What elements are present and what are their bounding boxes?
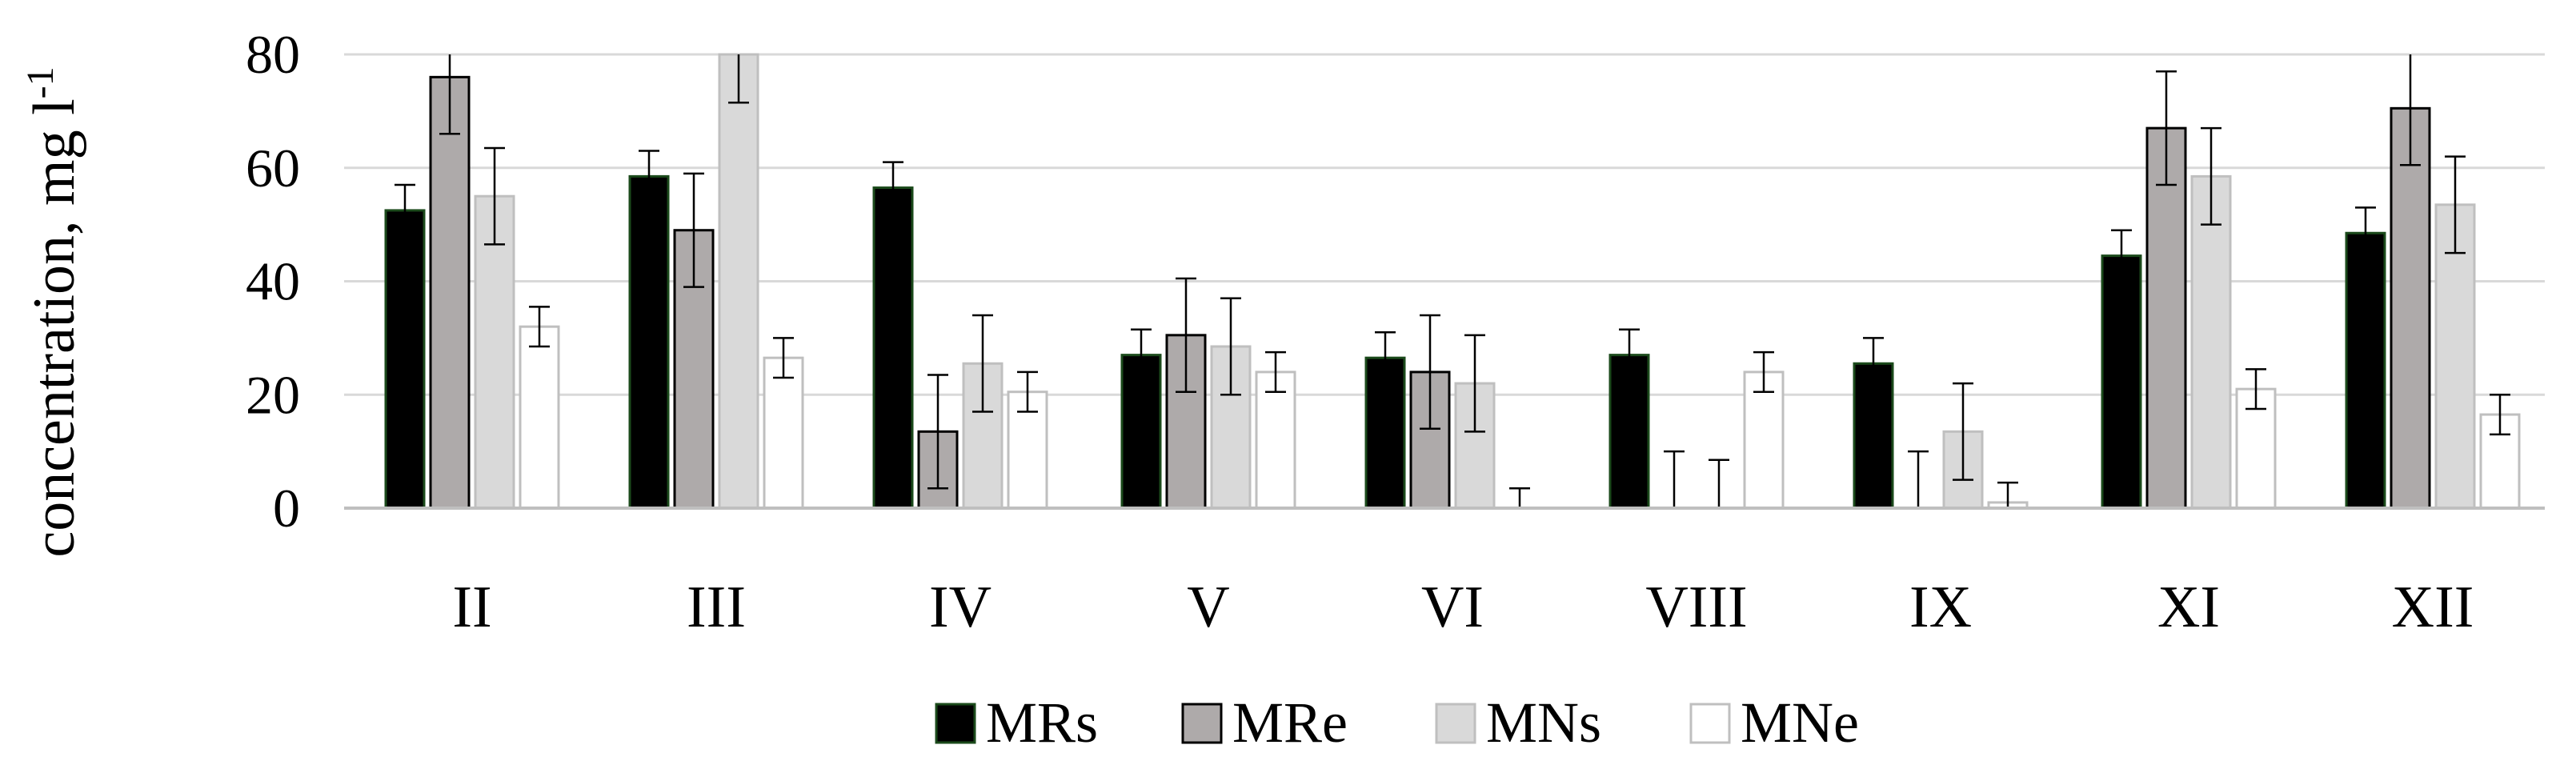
x-tick-label-II: II (452, 575, 491, 640)
x-tick-label-V: V (1187, 575, 1229, 640)
error-bar-MRe-VIII (1664, 450, 1685, 508)
y-tick-label-40: 40 (246, 251, 300, 312)
bar-MNe-II (519, 325, 560, 510)
legend-label-MNs: MNs (1486, 691, 1601, 755)
error-bar-MRs-IV (883, 161, 903, 214)
bar-MNe-V (1255, 370, 1296, 510)
legend-label-MNe: MNe (1741, 691, 1859, 755)
error-bar-MRe-V (1176, 277, 1196, 393)
y-tick-label-80: 80 (246, 24, 300, 85)
bar-MRe-XII (2390, 106, 2431, 510)
error-bar-MNs-VI (1464, 334, 1485, 433)
y-tick-label-0: 0 (273, 478, 300, 539)
bar-MRs-XII (2345, 231, 2386, 510)
error-bar-MNe-IX (1997, 481, 2018, 508)
legend-swatch-MNe (1689, 703, 1731, 744)
error-bar-MRe-III (683, 172, 704, 288)
x-tick-label-XII: XII (2392, 575, 2474, 640)
legend-label-MRe: MRe (1232, 691, 1348, 755)
error-bar-MRe-IX (1908, 450, 1929, 508)
x-tick-label-VIII: VIII (1645, 575, 1747, 640)
y-axis-ticks: 0 20 40 60 80 (246, 24, 300, 539)
error-bar-MRs-IX (1863, 337, 1884, 391)
legend-item-MNs: MNs (1435, 691, 1601, 755)
error-bar-MNs-XII (2445, 155, 2466, 254)
error-bar-MNs-V (1220, 297, 1241, 396)
error-bar-MRs-VI (1375, 331, 1396, 385)
x-tick-label-XI: XI (2157, 575, 2220, 640)
legend-item-MRe: MRe (1181, 691, 1348, 755)
bar-MNs-III (718, 53, 759, 510)
y-axis-label-superscript: -1 (19, 66, 62, 98)
y-axis-label-group: concentration, mg l-1 (19, 66, 87, 557)
bar-MRe-II (429, 75, 471, 510)
error-bar-MRe-VI (1420, 314, 1440, 431)
error-bar-MNe-XI (2245, 368, 2266, 411)
legend-item-MRs: MRs (935, 691, 1098, 755)
error-bar-MNs-II (484, 146, 505, 246)
x-tick-label-IX: IX (1909, 575, 1972, 640)
error-bar-MNs-IV (972, 314, 993, 413)
y-axis-label-main: concentration, mg l (22, 98, 87, 557)
error-bar-MNs-VIII (1709, 459, 1729, 508)
error-bar-MNe-VI (1509, 487, 1530, 508)
error-bars (395, 54, 2510, 508)
error-bar-MRe-XII (2400, 54, 2421, 166)
legend-label-MRs: MRs (986, 691, 1098, 755)
y-tick-label-60: 60 (246, 138, 300, 198)
bar-MRs-III (628, 174, 670, 510)
error-bar-MRe-XI (2156, 70, 2177, 186)
bar-MRs-IV (872, 186, 914, 510)
legend: MRs MRe MNs MNe (935, 691, 1859, 755)
error-bar-MRs-II (395, 183, 415, 238)
bar-MNe-III (763, 356, 804, 510)
error-bar-MRe-II (439, 54, 460, 135)
error-bar-MNe-III (773, 337, 794, 379)
y-tick-label-20: 20 (246, 364, 300, 425)
error-bar-MRs-XI (2111, 229, 2132, 282)
error-bar-MNe-XII (2490, 394, 2510, 436)
error-bar-MRe-IV (927, 374, 948, 490)
error-bar-MNs-XI (2201, 126, 2221, 226)
legend-swatch-MNs (1435, 703, 1476, 744)
x-tick-label-IV: IV (929, 575, 992, 640)
bar-MRs-II (384, 209, 426, 510)
x-tick-label-VI: VI (1421, 575, 1484, 640)
error-bar-MNs-IX (1953, 382, 1973, 481)
error-bar-MRs-V (1131, 328, 1152, 382)
bar-MRs-XI (2101, 254, 2142, 510)
error-bar-MRs-XII (2355, 206, 2376, 260)
bar-MNs-XII (2434, 203, 2476, 510)
error-bar-MNe-IV (1017, 370, 1038, 413)
error-bar-MRs-VIII (1619, 328, 1640, 382)
bar-MNs-XI (2190, 174, 2232, 510)
error-bar-MNs-III (728, 54, 749, 104)
legend-swatch-MRe (1181, 703, 1223, 744)
error-bar-MNe-V (1265, 350, 1286, 393)
x-tick-label-III: III (687, 575, 746, 640)
legend-swatch-MRs (935, 703, 976, 744)
y-axis-label: concentration, mg l-1 (19, 66, 87, 557)
x-axis-category-labels: II III IV V VI VIII IX XI XII (452, 575, 2474, 640)
error-bar-MNe-II (529, 306, 550, 348)
error-bar-MNe-VIII (1753, 350, 1774, 393)
error-bar-MRs-III (639, 150, 659, 203)
legend-item-MNe: MNe (1689, 691, 1859, 755)
